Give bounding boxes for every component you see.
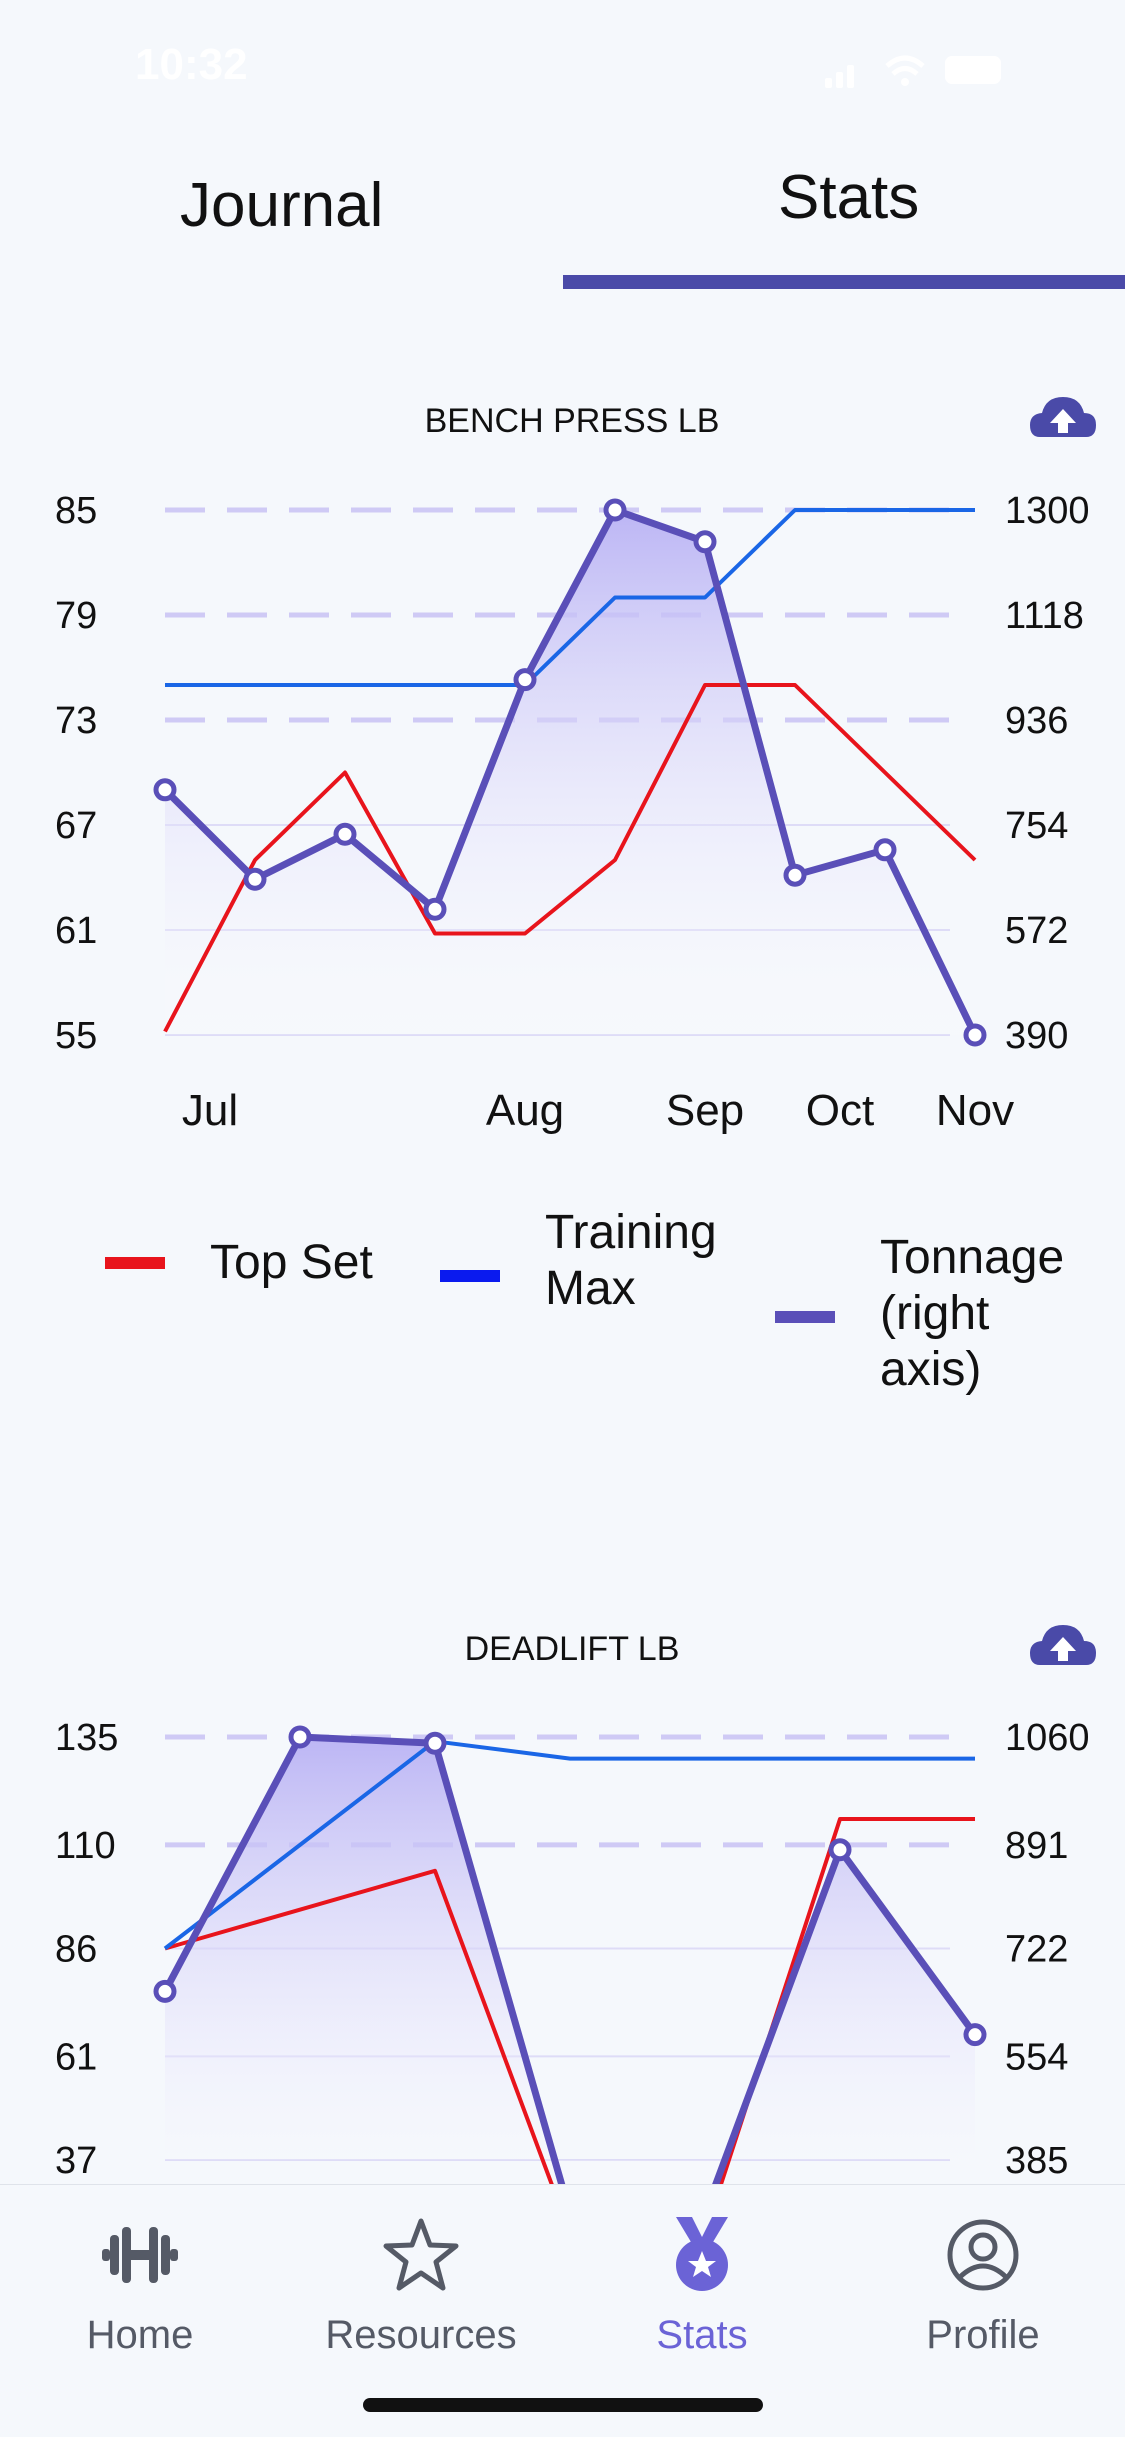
x-tick-label: Nov: [936, 1086, 1014, 1135]
legend-item-top-set: Top Set: [105, 1235, 373, 1291]
training-max-line: [165, 508, 975, 687]
left-tick-label: 110: [55, 1825, 116, 1867]
legend-swatch: [440, 1270, 500, 1282]
x-axis-ticks: Jul Aug Sep Oct Nov: [182, 1086, 1014, 1135]
tonnage-point: [873, 838, 897, 862]
chart-legend: Top Set Training Max Tonnage (right axis…: [0, 1185, 1125, 1396]
training-max-line: [163, 1739, 975, 1951]
bottom-nav: Home Resources Stats Profile: [0, 2184, 1125, 2437]
right-tick-label: 936: [1005, 700, 1068, 742]
tonnage-point: [423, 1731, 447, 1755]
right-tick-label: 572: [1005, 910, 1068, 952]
tonnage-point: [423, 897, 447, 921]
tab-stats[interactable]: Stats: [778, 163, 920, 232]
right-tick-label: 390: [1005, 1015, 1068, 1057]
chart-title: DEADLIFT LB: [465, 1630, 680, 1668]
tab-bar: Journal Stats: [0, 140, 1125, 290]
tonnage-area: [165, 510, 975, 1035]
right-tick-label: 891: [1005, 1825, 1068, 1867]
tonnage-point: [963, 1023, 987, 1047]
right-tick-label: 1300: [1005, 490, 1090, 532]
cloud-upload-icon[interactable]: [1030, 397, 1096, 437]
tonnage-point: [333, 822, 357, 846]
tab-journal[interactable]: Journal: [180, 171, 384, 240]
tonnage-point: [963, 2023, 987, 2047]
series-layer: [153, 498, 987, 1047]
x-tick-label: Jul: [182, 1086, 238, 1135]
x-tick-label: Sep: [666, 1086, 744, 1135]
tonnage-point: [513, 668, 537, 692]
series-layer: [153, 1725, 987, 2184]
nav-profile[interactable]: Profile: [843, 2215, 1123, 2358]
left-axis-ticks: 85 79 73 67 61 55: [55, 490, 97, 1057]
star-icon: [383, 2218, 459, 2291]
left-tick-label: 55: [55, 1015, 97, 1057]
tonnage-point: [603, 498, 627, 522]
tonnage-area: [165, 1737, 975, 2184]
status-bar: 10:32: [0, 0, 1125, 130]
left-tick-label: 73: [55, 700, 97, 742]
chart-title: BENCH PRESS LB: [425, 402, 720, 440]
tonnage-point: [693, 530, 717, 554]
nav-label: Home: [86, 2313, 194, 2357]
right-tick-label: 722: [1005, 1929, 1068, 1971]
right-tick-label: 554: [1005, 2036, 1068, 2078]
left-axis-ticks: 135 110 86 61 37: [55, 1717, 118, 2182]
nav-label: Resources: [325, 2313, 517, 2357]
dumbbell-icon: [102, 2227, 178, 2283]
tonnage-point: [783, 863, 807, 887]
left-tick-label: 135: [55, 1717, 118, 1759]
tonnage-line: [162, 506, 979, 1037]
nav-stats[interactable]: Stats: [562, 2215, 842, 2358]
right-tick-label: 1060: [1005, 1717, 1090, 1759]
tonnage-point: [243, 867, 267, 891]
top-set-line: [163, 683, 977, 1033]
legend-swatch: [105, 1257, 165, 1269]
active-tab-indicator: [563, 275, 1125, 289]
legend-label: Tonnage (right axis): [880, 1231, 1065, 1396]
left-tick-label: 61: [55, 910, 97, 952]
medal-icon: [676, 2217, 728, 2291]
left-tick-label: 37: [55, 2140, 97, 2182]
tonnage-point: [153, 1979, 177, 2003]
legend-label: Training Max: [545, 1206, 717, 1315]
left-tick-label: 79: [55, 595, 97, 637]
x-tick-label: Oct: [806, 1086, 874, 1135]
left-tick-label: 85: [55, 490, 97, 532]
right-tick-label: 1118: [1005, 595, 1084, 637]
top-set-line: [164, 1817, 975, 2184]
signal-icon: [825, 65, 854, 88]
legend-item-tonnage: Tonnage (right axis): [775, 1231, 1064, 1398]
right-tick-label: 754: [1005, 805, 1068, 847]
left-tick-label: 86: [55, 1929, 97, 1971]
nav-resources[interactable]: Resources: [281, 2215, 561, 2358]
cloud-upload-icon[interactable]: [1030, 1625, 1096, 1665]
right-axis-ticks: 1300 1118 936 754 572 390: [1005, 490, 1090, 1057]
nav-label: Stats: [656, 2313, 748, 2357]
nav-label: Profile: [926, 2313, 1040, 2357]
bench-press-chart: BENCH PRESS LB 85 79 73 67 61 55 1300 1118 936 7…: [55, 397, 1096, 1135]
x-tick-label: Aug: [486, 1086, 564, 1135]
left-tick-label: 67: [55, 805, 97, 847]
right-axis-ticks: 1060 891 722 554 385: [1005, 1717, 1090, 2182]
status-time: 10:32: [135, 40, 248, 89]
tonnage-point: [288, 1725, 312, 1749]
home-indicator: [363, 2398, 763, 2412]
tonnage-point: [153, 778, 177, 802]
wifi-icon: [885, 55, 925, 86]
left-tick-label: 61: [55, 2036, 97, 2078]
deadlift-chart: DEADLIFT LB 135 110 86 61 37 1060 891 722 554 38…: [55, 1625, 1096, 2184]
nav-home[interactable]: Home: [0, 2215, 280, 2358]
right-tick-label: 385: [1005, 2140, 1068, 2182]
battery-icon: [945, 56, 1001, 84]
legend-swatch: [775, 1310, 835, 1323]
profile-icon: [947, 2219, 1019, 2291]
tonnage-point: [828, 1838, 852, 1862]
legend-label: Top Set: [210, 1236, 373, 1289]
legend-item-training-max: Training Max: [440, 1206, 717, 1317]
status-icons: [825, 55, 1001, 88]
